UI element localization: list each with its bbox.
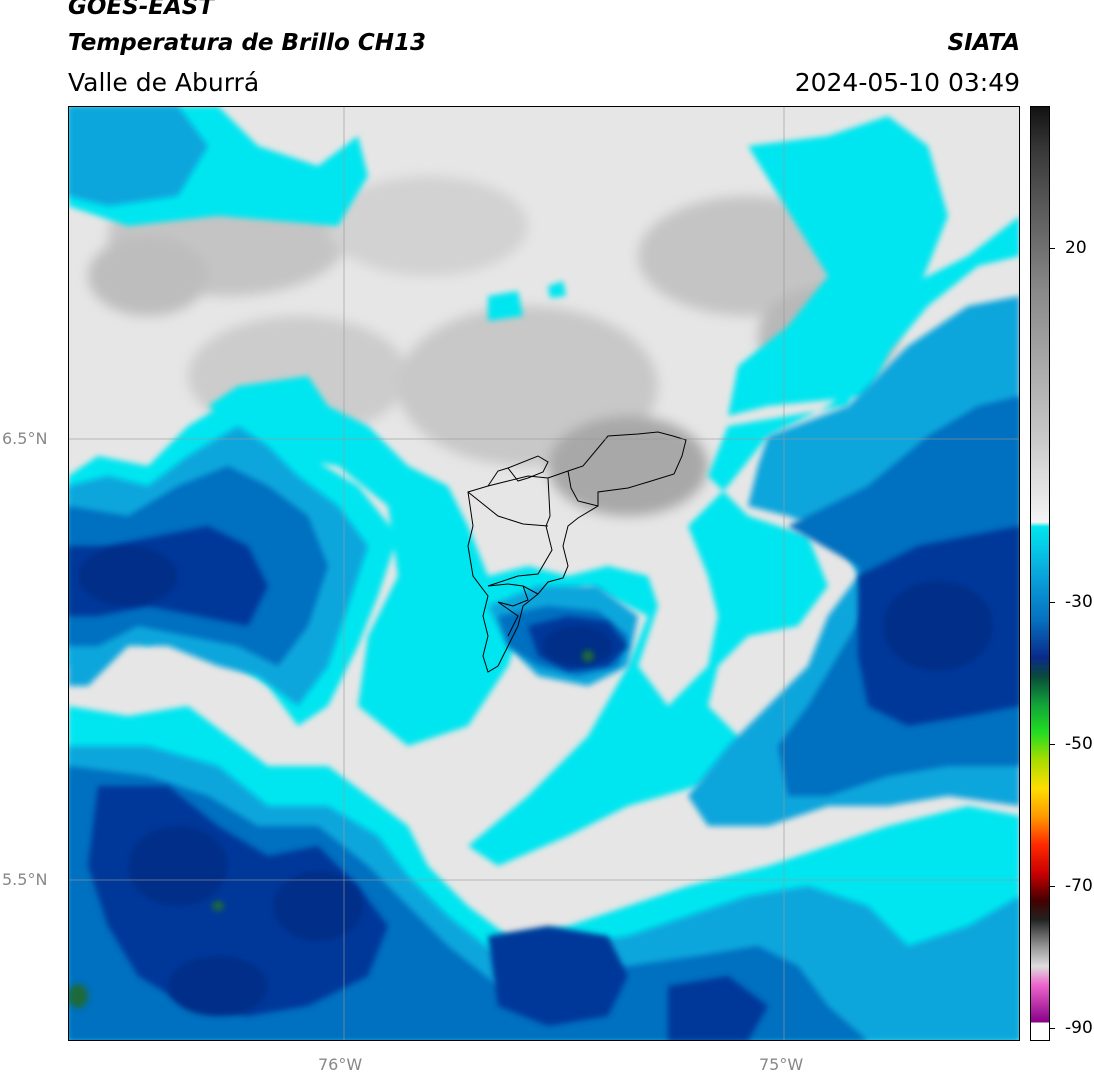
municipal-boundaries	[467, 431, 687, 673]
colorbar-tick-minus70: -70	[1065, 876, 1093, 896]
colorbar-tick-minus30: -30	[1065, 592, 1093, 612]
datetime-label: 2024-05-10 03:49	[794, 68, 1020, 97]
colorbar-tick-20: 20	[1065, 238, 1087, 258]
graticule	[68, 106, 1020, 1041]
colorbar-tick-minus50: -50	[1065, 734, 1093, 754]
colorbar-tick-minus90: -90	[1065, 1018, 1093, 1038]
region-label: Valle de Aburrá	[68, 68, 260, 97]
coldest-cores	[68, 650, 594, 1008]
lat-label-6-5: 6.5°N	[2, 429, 48, 448]
colorbar-tick-marks	[1050, 106, 1056, 1041]
satellite-title: GOES-EAST	[68, 0, 215, 20]
lat-label-5-5: 5.5°N	[2, 870, 48, 889]
temperature-colorbar	[1030, 106, 1050, 1041]
lon-label-75w: 75°W	[759, 1055, 804, 1074]
product-title: Temperatura de Brillo CH13	[68, 30, 426, 56]
navy-cloud-layer	[78, 546, 993, 1016]
lon-label-76w: 76°W	[318, 1055, 363, 1074]
satellite-map	[68, 106, 1020, 1041]
agency-label: SIATA	[947, 30, 1020, 56]
map-frame	[68, 106, 1020, 1041]
